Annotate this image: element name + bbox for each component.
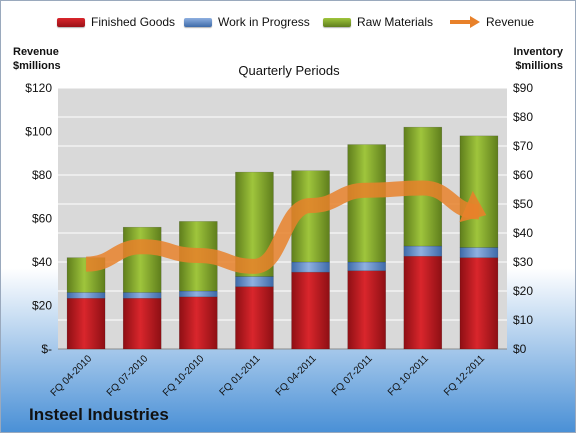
bar-raw-materials xyxy=(122,226,162,293)
bar-work-in-progress xyxy=(66,292,106,299)
chart-title: Quarterly Periods xyxy=(238,63,340,78)
bar-raw-materials xyxy=(347,144,386,263)
legend-swatch-raw-materials xyxy=(323,17,351,27)
x-tick-label: FQ 04-2011 xyxy=(274,353,319,398)
right-tick-label: $70 xyxy=(513,139,533,153)
legend-item-raw-materials: Raw Materials xyxy=(323,15,433,29)
bar-work-in-progress xyxy=(179,290,218,298)
bar-finished-goods xyxy=(403,255,443,350)
left-axis-title: Revenue $millions xyxy=(13,45,61,73)
right-tick-label: $90 xyxy=(513,81,533,95)
right-axis-title-line2: $millions xyxy=(515,60,563,72)
right-tick-label: $80 xyxy=(513,110,533,124)
x-tick-label: FQ 01-2011 xyxy=(218,353,263,398)
right-tick-label: $50 xyxy=(513,197,533,211)
left-tick-label: $80 xyxy=(32,168,52,182)
x-axis: FQ 04-2010 FQ 07-2010 FQ 10-2010 FQ 01-2011… xyxy=(49,353,488,399)
bar-work-in-progress xyxy=(347,261,386,271)
revenue-arrow-head xyxy=(459,190,487,223)
left-tick-label: $100 xyxy=(25,125,52,139)
company-name: Insteel Industries xyxy=(29,405,169,424)
left-axis-title-line1: Revenue xyxy=(13,46,59,58)
legend-label-raw-materials: Raw Materials xyxy=(357,15,434,29)
legend-label-work-in-progress: Work in Progress xyxy=(218,15,310,29)
bar-finished-goods xyxy=(122,298,162,350)
left-tick-label: $120 xyxy=(25,81,52,95)
legend-label-revenue: Revenue xyxy=(486,15,535,29)
bar-raw-materials xyxy=(459,135,499,248)
bar-finished-goods xyxy=(66,298,106,350)
left-tick-label: $- xyxy=(41,342,52,356)
legend-swatch-finished-goods xyxy=(57,17,85,27)
x-tick-label: FQ 07-2010 xyxy=(105,353,151,399)
bar-finished-goods xyxy=(235,286,274,350)
right-axis-title: Inventory $millions xyxy=(513,45,563,73)
bar-work-in-progress xyxy=(459,247,499,258)
legend-arrow-icon xyxy=(450,16,480,28)
legend-label-finished-goods: Finished Goods xyxy=(91,15,176,29)
right-axis-title-line1: Inventory xyxy=(513,46,563,58)
x-tick-label: FQ 07-2011 xyxy=(330,353,375,398)
bar-work-in-progress xyxy=(291,261,330,273)
revenue-line xyxy=(85,180,487,274)
left-axis: $- $20 $40 $60 $80 $100 $120 xyxy=(25,81,52,356)
right-tick-label: $60 xyxy=(513,168,533,182)
bar-finished-goods xyxy=(347,270,386,350)
right-tick-label: $30 xyxy=(513,255,533,269)
x-tick-label: FQ 10-2011 xyxy=(386,353,431,398)
bar-work-in-progress xyxy=(235,276,274,287)
revenue-line-path xyxy=(85,180,480,274)
right-axis: $0 $10 $20 $30 $40 $50 $60 $70 $80 $90 xyxy=(513,81,533,356)
left-tick-label: $20 xyxy=(32,299,52,313)
bar-work-in-progress xyxy=(403,245,443,257)
x-tick-label: FQ 12-2011 xyxy=(442,353,487,398)
right-tick-label: $10 xyxy=(513,313,533,327)
bar-finished-goods xyxy=(291,271,330,350)
bar-finished-goods xyxy=(179,296,218,350)
bar-finished-goods xyxy=(459,257,499,350)
legend-item-finished-goods: Finished Goods xyxy=(57,15,175,29)
right-tick-label: $20 xyxy=(513,284,533,298)
right-tick-label: $0 xyxy=(513,342,527,356)
legend: Finished Goods Work in Progress Raw Mate… xyxy=(1,15,575,33)
left-tick-label: $60 xyxy=(32,212,52,226)
bar-work-in-progress xyxy=(122,292,162,299)
x-tick-label: FQ 10-2010 xyxy=(161,353,207,399)
x-tick-label: FQ 04-2010 xyxy=(49,353,95,399)
legend-item-work-in-progress: Work in Progress xyxy=(184,15,310,29)
legend-item-revenue: Revenue xyxy=(450,15,534,29)
right-tick-label: $40 xyxy=(513,226,533,240)
left-axis-title-line2: $millions xyxy=(13,60,61,72)
legend-swatch-work-in-progress xyxy=(184,17,212,27)
left-tick-label: $40 xyxy=(32,255,52,269)
